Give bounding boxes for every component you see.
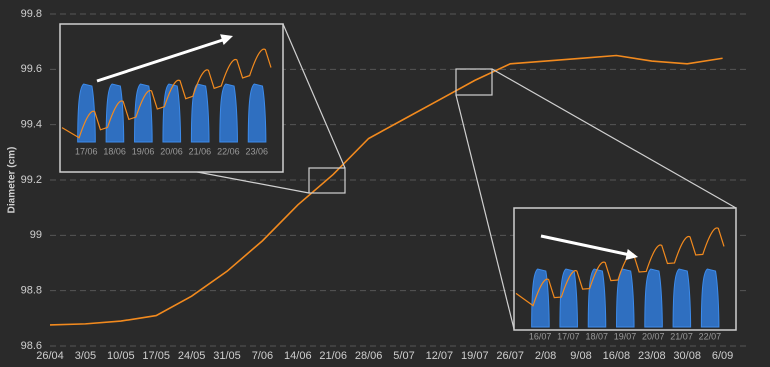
trend-arrow: [96, 37, 227, 83]
x-tick-label: 3/05: [75, 350, 96, 362]
x-tick-label: 7/06: [252, 350, 273, 362]
data-line: [49, 54, 723, 326]
x-tick-label: 2/08: [535, 350, 556, 362]
x-tick-label: 9/08: [570, 350, 591, 362]
inset-flow: [77, 83, 96, 143]
inset-flow: [587, 268, 607, 328]
x-tick-label: 6/09: [712, 350, 733, 362]
inset-tick-label: 19/07: [614, 331, 637, 341]
inset-flow: [162, 83, 182, 143]
y-tick-label: 99.4: [21, 119, 42, 131]
inset-tick-label: 22/06: [217, 146, 240, 156]
x-tick-label: 14/06: [284, 350, 312, 362]
inset-flow: [616, 268, 635, 328]
inset-tick-label: 22/07: [699, 331, 722, 341]
inset-flow: [134, 83, 153, 143]
x-tick-label: 23/08: [638, 350, 666, 362]
x-tick-label: 26/07: [496, 350, 524, 362]
y-tick-label: 99.6: [21, 63, 42, 75]
inset-flow: [219, 83, 238, 143]
inset-flow: [247, 83, 267, 143]
inset-tick-label: 23/06: [246, 146, 269, 156]
y-tick-label: 99.2: [21, 174, 42, 186]
x-tick-label: 12/07: [426, 350, 454, 362]
connector: [282, 23, 346, 169]
connector: [455, 94, 515, 330]
inset-flow: [672, 268, 692, 328]
trend-arrowhead: [220, 34, 233, 46]
y-axis-label: Diameter (cm): [7, 147, 18, 214]
x-tick-label: 28/06: [355, 350, 383, 362]
inset-tick-label: 16/07: [529, 331, 552, 341]
inset-flow: [105, 83, 125, 143]
inset: 16/07 17/07 18/07 19/07 20/07 21/07 22/07: [513, 207, 737, 341]
inset: 17/06 18/06 19/06 20/06 21/06 22/06 23/06: [59, 23, 284, 173]
y-tick-label: 98.6: [21, 340, 42, 352]
y-tick-label: 98.8: [21, 285, 42, 297]
x-tick-label: 30/08: [673, 350, 701, 362]
zoom-box: [308, 167, 346, 194]
x-tick-label: 19/07: [461, 350, 489, 362]
trend-arrow: [540, 234, 631, 257]
x-tick-label: 17/05: [142, 350, 170, 362]
inset-tick-label: 18/07: [585, 331, 608, 341]
inset-tick-label: 20/07: [642, 331, 665, 341]
inset-tick-label: 21/07: [670, 331, 693, 341]
y-tick-label: 99.8: [21, 8, 42, 20]
inset-flow: [531, 268, 550, 328]
inset-line: [61, 48, 272, 139]
inset-tick-label: 21/06: [189, 146, 212, 156]
x-tick-label: 31/05: [213, 350, 241, 362]
connector: [491, 68, 737, 209]
inset-tick-label: 17/06: [75, 146, 98, 156]
x-tick-label: 26/04: [36, 350, 64, 362]
x-tick-label: 10/05: [107, 350, 135, 362]
inset-tick-label: 19/06: [132, 146, 155, 156]
inset-flow: [190, 83, 210, 143]
x-tick-label: 21/06: [319, 350, 347, 362]
inset-tick-label: 18/06: [103, 146, 126, 156]
x-tick-label: 16/08: [603, 350, 631, 362]
trend-arrowhead: [625, 248, 638, 261]
x-tick-label: 5/07: [393, 350, 414, 362]
inset-tick-label: 20/06: [160, 146, 183, 156]
inset-tick-label: 17/07: [557, 331, 580, 341]
plot: 98.6 98.8 99 99.2 99.4 99.6 99.8 26/04 3/05 10/05…: [21, 8, 750, 362]
x-tick-label: 24/05: [178, 350, 206, 362]
inset-flow: [644, 268, 663, 328]
y-tick-label: 99: [30, 229, 42, 241]
inset-flow: [700, 268, 720, 328]
zoom-box: [455, 68, 493, 96]
